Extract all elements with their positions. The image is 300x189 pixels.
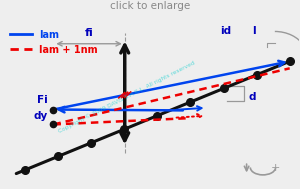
- Text: dy: dy: [33, 111, 47, 121]
- Text: Copyright © 2009 DAVIS S.A.R.L. All rights reserved: Copyright © 2009 DAVIS S.A.R.L. All righ…: [57, 59, 196, 134]
- Text: id: id: [220, 26, 231, 36]
- Text: fi: fi: [85, 29, 93, 39]
- Text: l: l: [253, 26, 256, 36]
- Text: +: +: [271, 163, 280, 173]
- Text: Fi: Fi: [37, 94, 47, 105]
- Text: d: d: [248, 92, 256, 102]
- Legend: lam, lam + 1nm: lam, lam + 1nm: [6, 26, 102, 58]
- Title: click to enlarge: click to enlarge: [110, 1, 190, 11]
